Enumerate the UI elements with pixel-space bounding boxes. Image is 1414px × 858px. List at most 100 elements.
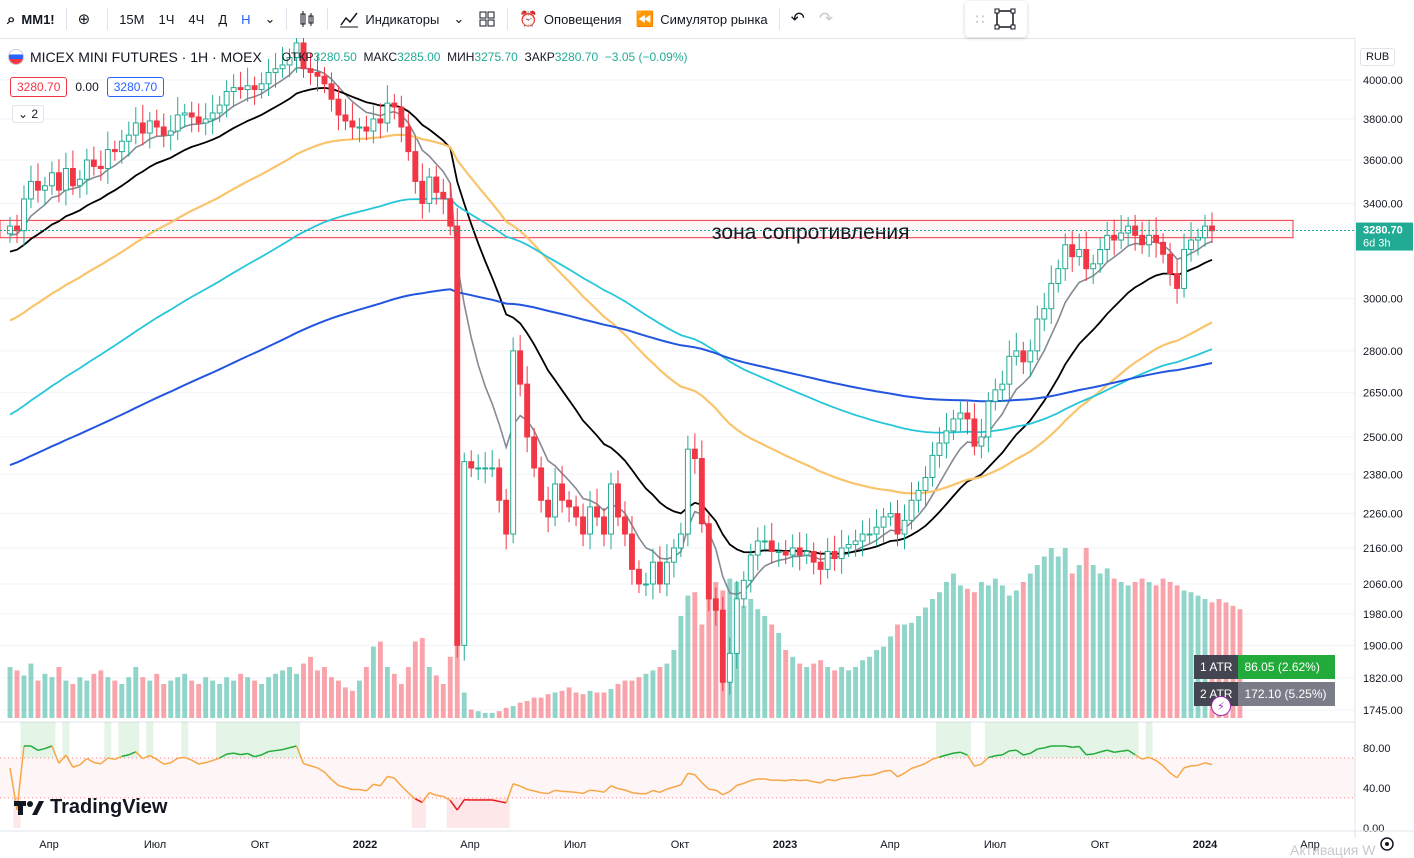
candle[interactable] bbox=[175, 97, 180, 140]
candle[interactable] bbox=[252, 77, 257, 105]
candle[interactable] bbox=[657, 546, 662, 593]
candle[interactable] bbox=[483, 452, 488, 483]
candle[interactable] bbox=[1000, 371, 1005, 402]
candle[interactable] bbox=[91, 146, 96, 175]
candle[interactable] bbox=[105, 132, 110, 184]
candle[interactable] bbox=[392, 94, 397, 119]
candle[interactable] bbox=[238, 72, 243, 99]
candle[interactable] bbox=[539, 457, 544, 513]
undo-button[interactable]: ↶ bbox=[784, 0, 812, 38]
interval-4h[interactable]: 4Ч bbox=[181, 0, 211, 38]
interval-d[interactable]: Д bbox=[211, 0, 234, 38]
candle[interactable] bbox=[595, 489, 600, 526]
candle[interactable] bbox=[958, 402, 963, 431]
candle[interactable] bbox=[1084, 231, 1089, 280]
candle[interactable] bbox=[42, 177, 47, 206]
candle[interactable] bbox=[581, 503, 586, 546]
candle[interactable] bbox=[630, 516, 635, 585]
candle[interactable] bbox=[867, 518, 872, 543]
candle[interactable] bbox=[1056, 260, 1061, 293]
candle[interactable] bbox=[385, 85, 390, 132]
candle[interactable] bbox=[783, 540, 788, 564]
candle[interactable] bbox=[210, 95, 215, 134]
candle[interactable] bbox=[553, 468, 558, 526]
candle[interactable] bbox=[147, 112, 152, 149]
ema-blue-line[interactable] bbox=[10, 289, 1212, 465]
candle[interactable] bbox=[616, 470, 621, 526]
sell-button[interactable]: 3280.70 bbox=[10, 77, 67, 97]
candle[interactable] bbox=[203, 103, 208, 135]
candle[interactable] bbox=[609, 473, 614, 550]
candle[interactable] bbox=[769, 523, 774, 564]
candle[interactable] bbox=[664, 544, 669, 596]
candle[interactable] bbox=[427, 168, 432, 213]
candle[interactable] bbox=[839, 530, 844, 574]
indicator-collapse-button[interactable]: ⌄ 2 bbox=[12, 105, 44, 123]
chart-type-button[interactable] bbox=[291, 0, 323, 38]
resistance-zone[interactable] bbox=[0, 220, 1293, 237]
symbol-title[interactable]: MICEX MINI FUTURES · 1H · MOEX bbox=[30, 49, 262, 65]
candle[interactable] bbox=[36, 163, 41, 202]
indicators-dropdown[interactable]: ⌄ bbox=[446, 0, 471, 38]
candle[interactable] bbox=[1063, 233, 1068, 281]
candle[interactable] bbox=[944, 413, 949, 459]
candle[interactable] bbox=[490, 450, 495, 477]
candle[interactable] bbox=[63, 153, 68, 206]
candle[interactable] bbox=[546, 487, 551, 533]
compare-button[interactable]: ⊕ bbox=[71, 0, 104, 38]
candle[interactable] bbox=[231, 74, 236, 107]
redo-button[interactable]: ↷ bbox=[812, 0, 840, 38]
candle[interactable] bbox=[902, 505, 907, 550]
candle[interactable] bbox=[720, 597, 725, 692]
candle[interactable] bbox=[1182, 234, 1187, 298]
candle[interactable] bbox=[1210, 213, 1215, 243]
candle[interactable] bbox=[671, 539, 676, 578]
candle[interactable] bbox=[979, 419, 984, 458]
candle[interactable] bbox=[322, 67, 327, 93]
candle[interactable] bbox=[1035, 305, 1040, 360]
candle[interactable] bbox=[112, 140, 117, 160]
candle[interactable] bbox=[1077, 234, 1082, 266]
candle[interactable] bbox=[525, 366, 530, 452]
candle[interactable] bbox=[797, 532, 802, 570]
interval-dropdown[interactable]: ⌄ bbox=[258, 0, 283, 38]
candle[interactable] bbox=[518, 335, 523, 396]
candle[interactable] bbox=[923, 466, 928, 506]
drawing-toolbar[interactable]: ∷ bbox=[965, 1, 1027, 37]
candle[interactable] bbox=[420, 163, 425, 218]
settings-icon[interactable] bbox=[1381, 838, 1393, 850]
candle[interactable] bbox=[685, 436, 690, 547]
candle[interactable] bbox=[993, 379, 998, 411]
candle[interactable] bbox=[741, 571, 746, 608]
candle[interactable] bbox=[504, 489, 509, 549]
rectangle-tool-icon[interactable] bbox=[994, 8, 1016, 30]
candle[interactable] bbox=[825, 538, 830, 579]
candle[interactable] bbox=[1014, 333, 1019, 366]
lightning-icon[interactable]: ⚡ bbox=[1211, 696, 1231, 716]
candle[interactable] bbox=[888, 502, 893, 526]
layouts-button[interactable] bbox=[471, 0, 503, 38]
candle[interactable] bbox=[154, 110, 159, 137]
candle[interactable] bbox=[1007, 341, 1012, 400]
candle[interactable] bbox=[699, 441, 704, 533]
candle[interactable] bbox=[1049, 265, 1054, 324]
candle[interactable] bbox=[762, 525, 767, 550]
candle[interactable] bbox=[1021, 342, 1026, 374]
candle[interactable] bbox=[790, 534, 795, 567]
candle[interactable] bbox=[1175, 260, 1180, 304]
alerts-button[interactable]: ⏰ Оповещения bbox=[512, 0, 628, 38]
interval-1h[interactable]: 1Ч bbox=[152, 0, 182, 38]
candle[interactable] bbox=[574, 496, 579, 527]
candle[interactable] bbox=[343, 99, 348, 130]
tradingview-logo[interactable]: TradingView bbox=[14, 796, 167, 819]
candle[interactable] bbox=[77, 170, 82, 198]
candle[interactable] bbox=[832, 536, 837, 571]
candle[interactable] bbox=[637, 560, 642, 593]
candle[interactable] bbox=[189, 102, 194, 133]
candle[interactable] bbox=[804, 533, 809, 564]
candle[interactable] bbox=[560, 466, 565, 513]
candle[interactable] bbox=[567, 491, 572, 522]
candle[interactable] bbox=[462, 453, 467, 661]
candle[interactable] bbox=[755, 527, 760, 570]
candle[interactable] bbox=[623, 501, 628, 546]
